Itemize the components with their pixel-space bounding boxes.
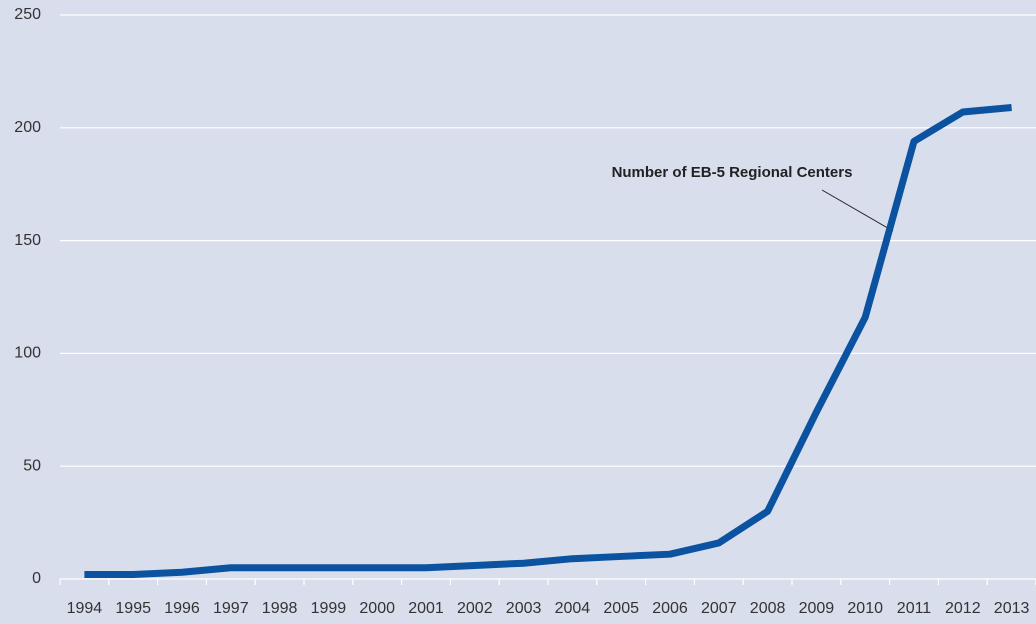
x-tick-label: 2007 xyxy=(701,600,737,617)
x-tick-label: 2008 xyxy=(750,600,786,617)
y-tick-label: 50 xyxy=(23,457,41,474)
x-tick-label: 2011 xyxy=(897,600,932,617)
x-tick-label: 2013 xyxy=(994,600,1030,617)
x-tick-label: 1997 xyxy=(213,600,249,617)
data-line xyxy=(84,104,1012,578)
y-tick-label: 100 xyxy=(14,345,41,362)
x-tick-label: 2002 xyxy=(457,600,493,617)
x-tick-label: 2001 xyxy=(408,600,444,617)
y-tick-label: 250 xyxy=(14,6,41,23)
x-tick-label: 2009 xyxy=(799,600,835,617)
x-tick-label: 2012 xyxy=(945,600,981,617)
x-tick-label: 1999 xyxy=(311,600,347,617)
y-tick-label: 0 xyxy=(32,570,41,587)
x-tick-label: 1994 xyxy=(67,600,103,617)
x-tick-label: 1996 xyxy=(164,600,200,617)
annotation: Number of EB-5 Regional Centers xyxy=(612,164,853,181)
x-tick-label: 1998 xyxy=(262,600,298,617)
x-tick-label: 2000 xyxy=(359,600,395,617)
y-tick-label: 200 xyxy=(14,119,41,136)
x-tick-label: 1995 xyxy=(115,600,151,617)
annotation-leader xyxy=(821,189,894,232)
x-tick-label: 2005 xyxy=(603,600,639,617)
x-tick-label: 2004 xyxy=(555,600,591,617)
x-tick-label: 2006 xyxy=(652,600,688,617)
x-tick-label: 2010 xyxy=(847,600,883,617)
x-tick-label: 2003 xyxy=(506,600,542,617)
y-tick-label: 150 xyxy=(14,232,41,249)
